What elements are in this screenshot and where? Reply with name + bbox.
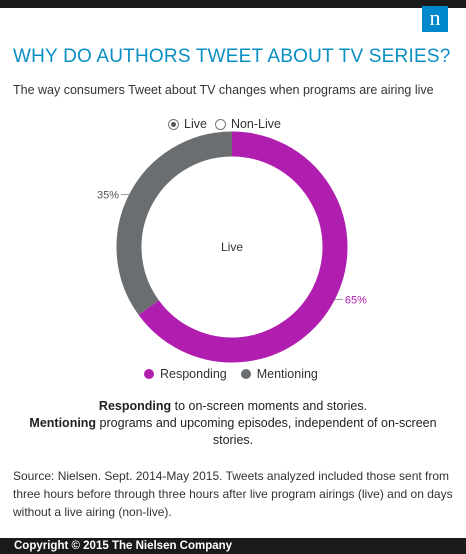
donut-slice-mentioning [116,131,233,315]
donut-center-label: Live [221,240,243,254]
chart-legend: Responding Mentioning [144,367,332,381]
copyright-footer: Copyright © 2015 The Nielsen Company [0,538,466,554]
legend-label-mentioning: Mentioning [256,367,318,381]
source-note: Source: Nielsen. Sept. 2014-May 2015. Tw… [13,469,453,519]
top-bar [0,0,466,8]
definition-responding: Responding to on-screen moments and stor… [20,398,446,415]
definition-mentioning: Mentioning programs and upcoming episode… [20,415,446,449]
legend-swatch-mentioning [240,369,251,379]
definition-mentioning-text: programs and upcoming episodes, independ… [96,416,437,447]
live-toggle: Live Non-Live [168,117,289,131]
radio-live[interactable]: Live [168,117,207,131]
nielsen-logo: n [422,6,448,32]
radio-live-indicator [168,118,179,130]
definition-responding-term: Responding [98,399,172,413]
legend-item-mentioning: Mentioning [240,367,318,381]
legend-swatch-responding [144,369,154,379]
radio-non-live[interactable]: Non-Live [214,117,281,131]
data-label-responding: 65% [345,294,367,306]
legend-item-responding: Responding [144,367,227,381]
page-subtitle: The way consumers Tweet about TV changes… [13,83,434,97]
donut-slice-responding [138,131,348,363]
definitions: Responding to on-screen moments and stor… [20,398,446,449]
radio-non-live-label: Non-Live [230,117,281,131]
page-title: WHY DO AUTHORS TWEET ABOUT TV SERIES? [13,46,451,67]
definition-mentioning-term: Mentioning [29,416,97,430]
radio-live-label: Live [184,117,207,131]
data-label-mentioning: 35% [97,190,119,202]
definition-responding-text: to on-screen moments and stories. [171,399,368,413]
radio-non-live-indicator [214,118,226,130]
legend-label-responding: Responding [160,367,227,381]
